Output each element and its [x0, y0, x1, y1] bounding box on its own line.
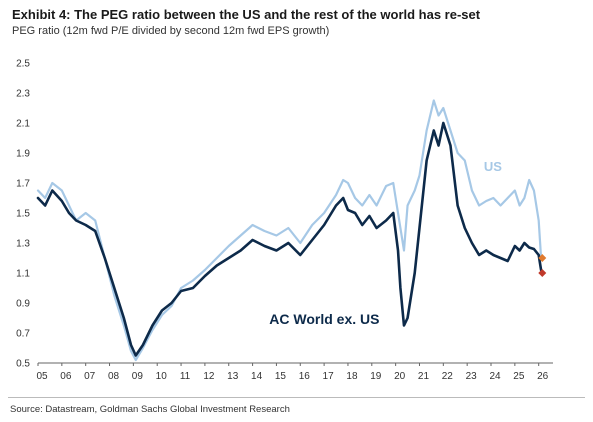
x-tick-label: 18	[346, 371, 358, 382]
end-marker-layer	[538, 254, 547, 277]
x-tick-label: 26	[537, 371, 549, 382]
x-tick-label: 09	[132, 371, 144, 382]
series-label-us: US	[484, 159, 502, 174]
y-tick-label: 1.5	[16, 209, 30, 220]
series-layer	[36, 99, 543, 362]
end-marker-us	[538, 254, 547, 262]
y-tick-label: 0.9	[16, 299, 30, 310]
x-tick-label: 13	[227, 371, 239, 382]
x-tick-label: 23	[466, 371, 478, 382]
series-label-ac-world-ex-us: AC World ex. US	[269, 311, 379, 327]
x-tick-label: 07	[84, 371, 96, 382]
peg-ratio-chart: 2.5 2.3 2.1 1.9 1.7 1.5 1.3 1.1 0.9 0.7 0.5 05 06 07 0…	[16, 59, 553, 382]
chart-subtitle: PEG ratio (12m fwd P/E divided by second…	[12, 25, 330, 37]
x-tick-label: 15	[275, 371, 287, 382]
x-tick-label: 10	[156, 371, 168, 382]
x-tick-label: 21	[418, 371, 430, 382]
series-line-ac-world-ex-us	[36, 121, 543, 357]
x-tick-label: 17	[323, 371, 335, 382]
y-tick-label: 2.5	[16, 59, 30, 70]
y-tick-label: 2.3	[16, 89, 30, 100]
x-tick-label: 16	[299, 371, 311, 382]
y-tick-label: 1.3	[16, 239, 30, 250]
x-tick-label: 25	[513, 371, 525, 382]
x-tick-label: 22	[442, 371, 454, 382]
x-tick-label: 06	[60, 371, 72, 382]
x-tick-label: 08	[108, 371, 120, 382]
x-tick-label: 14	[251, 371, 263, 382]
series-line-us	[36, 99, 543, 362]
source-note: Source: Datastream, Goldman Sachs Global…	[10, 404, 290, 415]
x-tick-label: 20	[394, 371, 406, 382]
x-tick-label: 19	[370, 371, 382, 382]
x-tick-label: 05	[36, 371, 48, 382]
chart-title: Exhibit 4: The PEG ratio between the US …	[12, 7, 481, 22]
y-tick-label: 0.7	[16, 329, 30, 340]
chart-axes: 2.5 2.3 2.1 1.9 1.7 1.5 1.3 1.1 0.9 0.7 0.5 05 06 07 0…	[16, 59, 553, 382]
end-marker-ac-world-ex-us	[538, 269, 547, 277]
y-tick-label: 1.9	[16, 149, 30, 160]
y-tick-label: 2.1	[16, 119, 30, 130]
x-tick-label: 24	[489, 371, 501, 382]
x-tick-label: 11	[180, 371, 191, 382]
y-tick-label: 1.1	[16, 269, 30, 280]
y-tick-label: 1.7	[16, 179, 30, 190]
footer-divider	[8, 397, 585, 398]
y-tick-label: 0.5	[16, 359, 30, 370]
x-tick-label: 12	[203, 371, 215, 382]
